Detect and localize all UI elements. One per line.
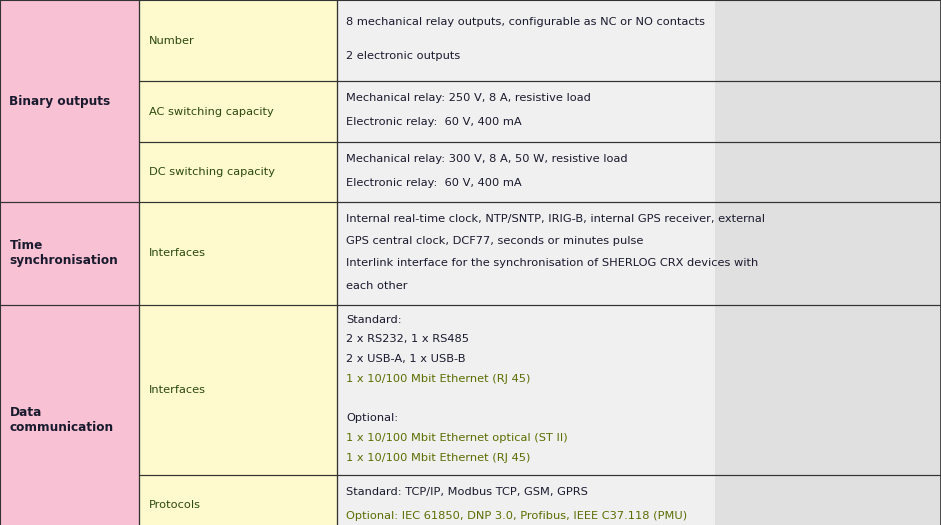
Bar — [139, 81, 337, 142]
Text: Interfaces: Interfaces — [149, 248, 206, 258]
Bar — [337, 142, 715, 202]
Text: DC switching capacity: DC switching capacity — [149, 167, 275, 177]
Bar — [0, 0, 139, 202]
Text: Binary outputs: Binary outputs — [9, 94, 111, 108]
Text: Data
communication: Data communication — [9, 406, 114, 434]
Text: 2 electronic outputs: 2 electronic outputs — [346, 51, 460, 61]
Text: Optional:: Optional: — [346, 414, 398, 424]
Bar — [337, 304, 715, 475]
Text: each other: each other — [346, 281, 407, 291]
Text: 1 x 10/100 Mbit Ethernet (RJ 45): 1 x 10/100 Mbit Ethernet (RJ 45) — [346, 374, 531, 384]
Bar — [0, 202, 139, 304]
Bar — [337, 81, 715, 142]
Text: Number: Number — [149, 36, 195, 46]
Text: Electronic relay:  60 V, 400 mA: Electronic relay: 60 V, 400 mA — [346, 117, 522, 127]
Bar — [337, 0, 715, 81]
Bar — [139, 202, 337, 304]
Text: Optional: IEC 61850, DNP 3.0, Profibus, IEEE C37.118 (PMU): Optional: IEC 61850, DNP 3.0, Profibus, … — [346, 511, 688, 521]
Text: 2 x USB-A, 1 x USB-B: 2 x USB-A, 1 x USB-B — [346, 354, 466, 364]
Text: Protocols: Protocols — [149, 500, 200, 510]
Text: Mechanical relay: 300 V, 8 A, 50 W, resistive load: Mechanical relay: 300 V, 8 A, 50 W, resi… — [346, 154, 628, 164]
Bar — [715, 142, 941, 202]
Bar — [715, 304, 941, 475]
Text: 1 x 10/100 Mbit Ethernet optical (ST II): 1 x 10/100 Mbit Ethernet optical (ST II) — [346, 433, 568, 443]
Text: AC switching capacity: AC switching capacity — [149, 107, 274, 117]
Text: Internal real-time clock, NTP/SNTP, IRIG-B, internal GPS receiver, external: Internal real-time clock, NTP/SNTP, IRIG… — [346, 214, 765, 224]
Text: 1 x 10/100 Mbit Ethernet (RJ 45): 1 x 10/100 Mbit Ethernet (RJ 45) — [346, 453, 531, 463]
Bar — [139, 0, 337, 81]
Text: GPS central clock, DCF77, seconds or minutes pulse: GPS central clock, DCF77, seconds or min… — [346, 236, 644, 246]
Bar — [715, 0, 941, 81]
Bar — [139, 475, 337, 525]
Bar — [715, 475, 941, 525]
Text: 8 mechanical relay outputs, configurable as NC or NO contacts: 8 mechanical relay outputs, configurable… — [346, 17, 706, 27]
Text: Standard: TCP/IP, Modbus TCP, GSM, GPRS: Standard: TCP/IP, Modbus TCP, GSM, GPRS — [346, 487, 588, 497]
Text: Interfaces: Interfaces — [149, 385, 206, 395]
Bar — [715, 81, 941, 142]
Text: Mechanical relay: 250 V, 8 A, resistive load: Mechanical relay: 250 V, 8 A, resistive … — [346, 93, 591, 103]
Bar — [139, 304, 337, 475]
Bar — [337, 475, 715, 525]
Text: Time
synchronisation: Time synchronisation — [9, 239, 119, 267]
Text: Electronic relay:  60 V, 400 mA: Electronic relay: 60 V, 400 mA — [346, 177, 522, 187]
Text: Interlink interface for the synchronisation of SHERLOG CRX devices with: Interlink interface for the synchronisat… — [346, 258, 758, 268]
Bar — [0, 304, 139, 525]
Text: Standard:: Standard: — [346, 314, 402, 324]
Text: 2 x RS232, 1 x RS485: 2 x RS232, 1 x RS485 — [346, 334, 470, 344]
Bar — [337, 202, 715, 304]
Bar — [139, 142, 337, 202]
Bar — [715, 202, 941, 304]
